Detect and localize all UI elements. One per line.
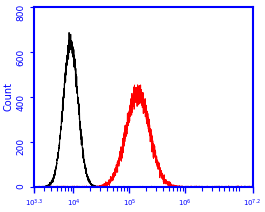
Y-axis label: Count: Count — [3, 82, 14, 111]
